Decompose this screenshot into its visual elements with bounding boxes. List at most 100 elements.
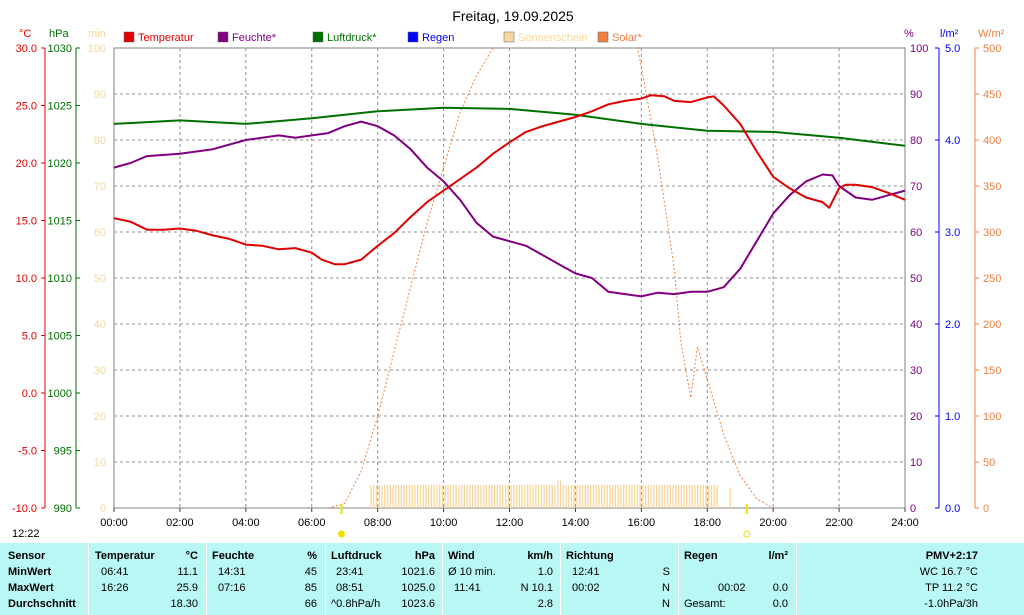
pressure-tick-label: 1030	[48, 43, 72, 55]
x-tick-label: 02:00	[166, 517, 194, 529]
temp-tick-label: 25.0	[16, 101, 37, 113]
stats-rain-value: 0.0	[772, 598, 788, 610]
legend-label: Temperatur	[138, 32, 194, 44]
temp-tick-label: 30.0	[16, 43, 37, 55]
rain-axis-unit: l/m²	[940, 28, 959, 40]
sunshine-tick-label: 70	[94, 181, 106, 193]
sunshine-tick-label: 90	[94, 89, 106, 101]
stats-temp-time: 06:41	[101, 566, 129, 578]
pressure-tick-label: 1005	[48, 331, 72, 343]
x-tick-label: 20:00	[759, 517, 787, 529]
x-axis: 00:00 02:00 04:00 06:00 08:00 10:00 12:00 14:00…	[100, 508, 919, 529]
stats-direction-value: N	[662, 582, 670, 594]
stats-header-sensor: Sensor	[8, 550, 46, 562]
humidity-tick-label: 0	[910, 503, 916, 515]
stats-direction-value: S	[662, 566, 670, 578]
left-axes: 30.025.020.015.010.05.00.0-5.0-10.010301…	[12, 43, 106, 515]
stats-row-label: MaxWert	[8, 582, 54, 594]
stats-humidity-value: 85	[304, 582, 317, 594]
solar-tick-label: 500	[983, 43, 1001, 55]
stats-temp-value: 18.30	[170, 598, 198, 610]
sunshine-tick-label: 60	[94, 227, 106, 239]
temp-tick-label: 15.0	[16, 216, 37, 228]
rain-tick-label: 3.0	[945, 227, 960, 239]
stats-pmv-value: TP 11.2 °C	[925, 582, 978, 594]
solar-tick-label: 50	[983, 457, 995, 469]
legend: Temperatur Feuchte* Luftdruck* Regen Sonnens…	[123, 31, 643, 44]
x-tick-label: 06:00	[298, 517, 326, 529]
stats-direction-time: 12:41	[572, 566, 600, 578]
legend-label: Sonnenschein	[518, 32, 588, 44]
grid	[113, 47, 906, 509]
legend-swatch	[123, 31, 135, 43]
sunshine-tick-label: 20	[94, 411, 106, 423]
pressure-tick-label: 1015	[48, 216, 72, 228]
solar-tick-label: 300	[983, 227, 1001, 239]
stats-wind-value: N 10.1	[520, 582, 553, 594]
x-tick-label: 04:00	[232, 517, 260, 529]
solar-tick-label: 250	[983, 273, 1001, 285]
stats-pressure-trend: ^0.8hPa/h	[331, 598, 381, 610]
humidity-tick-label: 60	[910, 227, 922, 239]
x-tick-label: 00:00	[100, 517, 128, 529]
temp-tick-label: -10.0	[12, 503, 37, 515]
series-lines	[113, 48, 906, 508]
humidity-tick-label: 40	[910, 319, 922, 331]
x-tick-label: 24:00	[891, 517, 919, 529]
sunshine-tick-label: 0	[100, 503, 106, 515]
stats-pressure-value: 1023.6	[401, 598, 435, 610]
stats-header-rain: Regen	[684, 550, 718, 562]
legend-swatch	[597, 31, 609, 43]
temp-axis-unit: °C	[19, 28, 31, 40]
stats-pressure-value: 1021.6	[401, 566, 435, 578]
pressure-tick-label: 995	[54, 446, 72, 458]
x-tick-label: 16:00	[628, 517, 656, 529]
x-tick-label: 18:00	[693, 517, 721, 529]
temp-tick-label: 0.0	[22, 388, 37, 400]
stats-humidity-value: 45	[304, 566, 317, 578]
temp-tick-label: -5.0	[18, 446, 37, 458]
stats-header-rain-unit: l/m²	[768, 550, 788, 562]
series-humidity-line	[113, 120, 906, 298]
sunshine-tick-label: 100	[88, 43, 106, 55]
humidity-tick-label: 70	[910, 181, 922, 193]
stats-pressure-time: 23:41	[336, 566, 364, 578]
stats-header-direction: Richtung	[566, 550, 614, 562]
sunshine-bars	[370, 480, 732, 508]
stats-header-temp-unit: °C	[185, 550, 198, 562]
rain-tick-label: 2.0	[945, 319, 960, 331]
stats-header-wind: Wind	[448, 550, 475, 562]
solar-tick-label: 200	[983, 319, 1001, 331]
stats-wind-value: 1.0	[537, 566, 553, 578]
stats-direction-value: N	[662, 598, 670, 610]
sunshine-tick-label: 50	[94, 273, 106, 285]
stats-wind-value: 2.8	[537, 598, 553, 610]
stats-header-wind-unit: km/h	[527, 550, 553, 562]
stats-humidity-value: 66	[304, 598, 317, 610]
solar-tick-label: 400	[983, 135, 1001, 147]
stats-wind-label: 11:41	[454, 582, 481, 594]
rain-tick-label: 5.0	[945, 43, 960, 55]
rain-tick-label: 1.0	[945, 411, 960, 423]
stats-header-temp: Temperatur	[95, 550, 155, 562]
stats-row-label: MinWert	[8, 566, 52, 578]
temp-tick-label: 5.0	[22, 331, 37, 343]
legend-swatch	[312, 31, 324, 43]
stats-header-pmv: PMV+2:17	[925, 550, 978, 562]
pressure-tick-label: 1000	[48, 388, 72, 400]
legend-label: Regen	[422, 32, 454, 44]
sunshine-tick-label: 80	[94, 135, 106, 147]
rain-tick-label: 0.0	[945, 503, 960, 515]
sunshine-tick-label: 40	[94, 319, 106, 331]
stats-header-humidity-unit: %	[307, 550, 317, 562]
sunset-dot	[743, 530, 751, 538]
series-temperature-line	[113, 94, 906, 266]
humidity-tick-label: 20	[910, 411, 922, 423]
solar-axis-unit: W/m²	[978, 28, 1005, 40]
current-time-label: 12:22	[12, 528, 40, 540]
stats-pmv-value: WC 16.7 °C	[919, 566, 978, 578]
right-axes: 10090807060504030201005.04.03.02.01.00.0…	[910, 43, 1001, 515]
pressure-tick-label: 1025	[48, 101, 72, 113]
stats-header-pressure: Luftdruck	[331, 550, 382, 562]
stats-header-pressure-unit: hPa	[414, 550, 435, 562]
